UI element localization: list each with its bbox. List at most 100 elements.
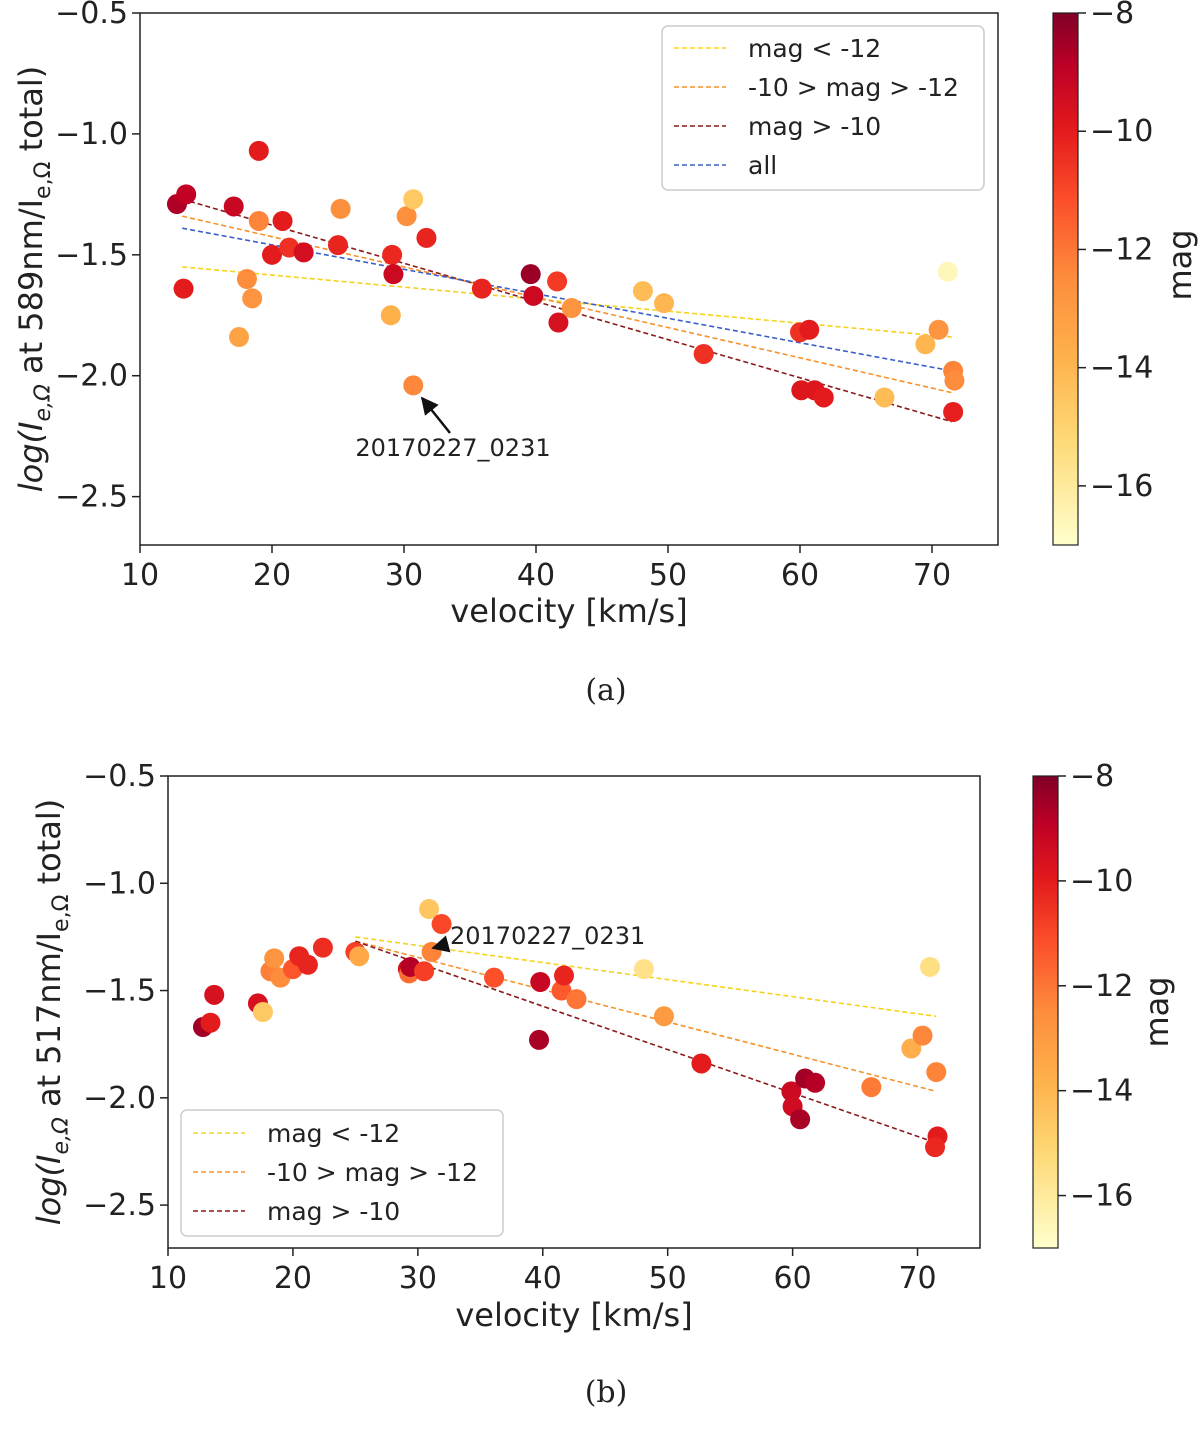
panel-a-point-21	[416, 227, 437, 248]
panel-b-point-1	[200, 1012, 221, 1033]
panel-a-legend-label-all: all	[748, 151, 777, 180]
panel-a-point-18	[396, 206, 417, 227]
panel-a-annotation-label: 20170227_0231	[355, 434, 550, 462]
panel-b-point-11	[312, 937, 333, 958]
panel-a-colorbar-label: mag	[1161, 229, 1199, 300]
panel-a-marks	[166, 140, 965, 423]
panel-b-point-27	[633, 959, 654, 980]
panel-b-point-21	[484, 967, 505, 988]
panel-b-point-39	[926, 1062, 947, 1083]
panel-b-ytick-label: −0.5	[83, 759, 156, 794]
panel-b-point-10	[297, 954, 318, 975]
panel-b-point-20	[431, 914, 452, 935]
panel-b-ytick-label: −1.0	[83, 866, 156, 901]
panel-a-legend-frame	[661, 25, 985, 191]
panel-a-point-35	[813, 387, 834, 408]
panel-a-annotation-arrow	[420, 396, 451, 434]
panel-a-colorbar-ticks: −8 −10 −12 −14 −16	[1078, 0, 1153, 504]
panel-b-legend-label-mag-10: mag > -10	[267, 1197, 400, 1226]
panel-a-point-1	[176, 184, 197, 205]
panel-a-point-17	[380, 305, 401, 326]
panel-b-point-35	[861, 1077, 882, 1098]
panel-b-point-28	[653, 1006, 674, 1027]
panel-a-colorbar: −8 −10 −12 −14 −16 mag	[1052, 0, 1199, 546]
panel-a-ytick-label: −1.5	[55, 238, 128, 273]
panel-b-point-19	[421, 941, 442, 962]
panel-b-colorbar-tick-label: −14	[1070, 1074, 1133, 1109]
panel-b-xtick-label: 20	[274, 1261, 312, 1296]
panel-a-point-10	[272, 210, 293, 231]
panel-b-annotation-arrow	[431, 935, 451, 953]
panel-b-xtick-label: 70	[898, 1261, 936, 1296]
panel-b-fit-line-10-mag-12	[355, 940, 937, 1093]
panel-a-point-4	[229, 327, 249, 348]
panel-a-colorbar-tick-label: −12	[1090, 232, 1153, 267]
panel-a-point-26	[548, 312, 569, 333]
panel-a-point-24	[523, 285, 544, 306]
panel-b-point-36	[901, 1038, 922, 1059]
panel-a-point-19	[403, 189, 424, 210]
panel-a-point-2	[173, 278, 194, 299]
panel-a-point-3	[223, 196, 244, 217]
panel-b-colorbar-gradient	[1032, 775, 1059, 1249]
panel-a-xtick-label: 20	[253, 558, 291, 593]
panel-b-ytick-label: −2.0	[83, 1081, 156, 1116]
panel-b-point-41	[925, 1137, 946, 1158]
panel-a-point-28	[632, 281, 653, 302]
panel-a-ytick-label: −2.0	[55, 359, 128, 394]
panel-b-point-32	[790, 1109, 811, 1130]
panel-a-annotation: 20170227_0231	[355, 396, 551, 462]
panel-b-colorbar-tick-label: −16	[1070, 1179, 1133, 1214]
panel-a-point-12	[293, 242, 314, 263]
panel-a-point-7	[248, 140, 269, 161]
panel-b-xtick-label: 60	[774, 1261, 812, 1296]
panel-b-point-17	[414, 961, 435, 982]
panel-a-point-5	[236, 269, 257, 289]
panel-a-ytick-label: −0.5	[55, 0, 128, 31]
panel-a-ylabel: log(Ie,Ω at 589nm/Ie,Ω total)	[12, 66, 56, 492]
panel-a-xtick-label: 10	[121, 558, 159, 593]
panel-b-point-6	[264, 948, 285, 969]
panel-a-point-16	[383, 264, 404, 285]
panel-a-point-25	[547, 271, 568, 292]
panel-a-xtick-label: 60	[781, 558, 819, 593]
panel-a-point-30	[693, 343, 714, 364]
panel-b-ticks: 10 20 30 40 50 60 70 −2.5 −2.0 −1.5 −1.0 −0.5	[83, 759, 936, 1296]
panel-a-point-9	[262, 244, 282, 265]
panel-b-ylabel: log(Ie,Ω at 517nm/Ie,Ω total)	[30, 799, 74, 1225]
panel-b-point-30	[781, 1081, 802, 1102]
panel-a-point-41	[944, 370, 965, 391]
panel-a-xtick-label: 30	[385, 558, 423, 593]
panel-b-xtick-label: 10	[149, 1261, 187, 1296]
panel-a-point-38	[928, 319, 949, 340]
panel-b-annotation: 20170227_0231	[431, 922, 645, 953]
panel-a-colorbar-tick-label: −16	[1090, 469, 1153, 504]
panel-a-colorbar-tick-label: −10	[1090, 114, 1153, 149]
panel-b-point-18	[419, 899, 440, 920]
panel-a-legend: mag < -12 -10 > mag > -12 mag > -10 all	[661, 25, 985, 191]
panel-b-legend-label-mag-12: mag < -12	[267, 1119, 400, 1148]
panel-b-colorbar-tick-label: −10	[1070, 864, 1133, 899]
panel-a-axes-frame	[139, 12, 999, 546]
panel-a-legend-label-mag-10: mag > -10	[748, 112, 881, 141]
panel-b-xtick-label: 30	[399, 1261, 437, 1296]
panel-b-legend-label-10-mag-12: -10 > mag > -12	[267, 1158, 478, 1187]
panel-b-colorbar-tick-label: −8	[1070, 759, 1114, 794]
panel-b-fit-line-mag-10	[355, 940, 937, 1144]
panel-a-point-6	[242, 288, 263, 309]
panel-b-legend: mag < -12 -10 > mag > -12 mag > -10	[180, 1109, 504, 1237]
panel-a-point-36	[874, 387, 895, 408]
panel-b-colorbar-tick-label: −12	[1070, 969, 1133, 1004]
panel-b-xtick-label: 40	[524, 1261, 562, 1296]
panel-a-xtick-label: 70	[913, 558, 951, 593]
panel-b-point-23	[530, 971, 551, 992]
panel-a-point-39	[937, 261, 958, 282]
panel-b-point-26	[566, 989, 587, 1010]
panel-b-axes-frame	[167, 775, 981, 1249]
panel-b-colorbar-ticks: −8 −10 −12 −14 −16	[1058, 759, 1133, 1214]
panel-a-point-23	[520, 264, 541, 285]
panel-a-legend-label-10-mag-12: -10 > mag > -12	[748, 73, 959, 102]
panel-a-legend-label-mag-12: mag < -12	[748, 34, 881, 63]
panel-a-colorbar-gradient	[1052, 12, 1079, 546]
